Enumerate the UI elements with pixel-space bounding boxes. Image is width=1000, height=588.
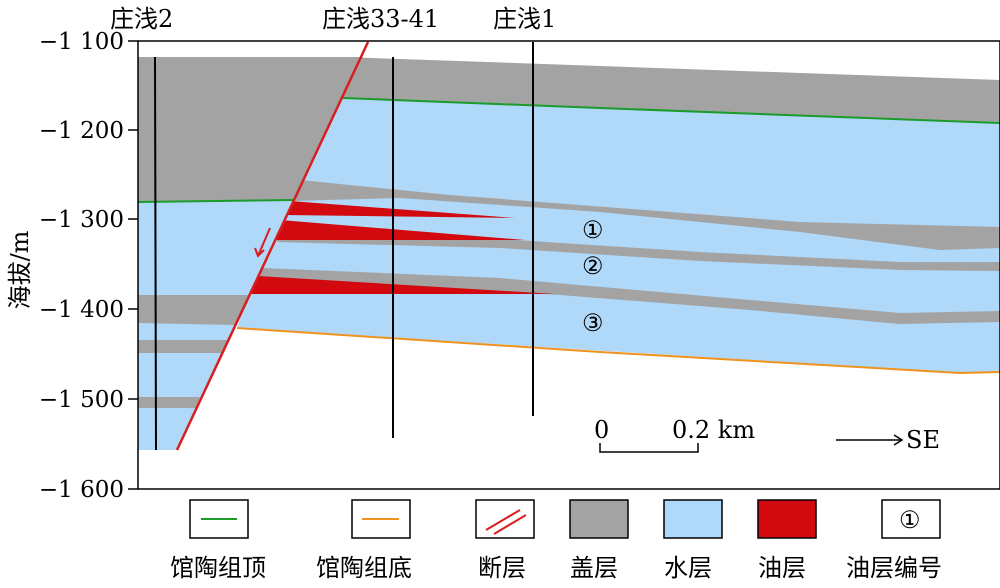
y-tick-label: −1 300: [39, 207, 124, 233]
legend: 馆陶组顶 馆陶组底 断层 盖层 水层 油层 ① 油层编号: [170, 499, 942, 582]
legend-label-oil: 油层: [758, 554, 806, 582]
legend-swatch-water: [663, 499, 723, 539]
y-tick-label: −1 500: [39, 387, 124, 413]
legend-swatch-guantao-top: [189, 499, 249, 539]
y-tick-label: −1 200: [39, 118, 124, 144]
hangingwall-cap-3: [138, 397, 200, 408]
oil-wedge-3: [250, 276, 555, 294]
oil-wedge-1: [285, 201, 515, 218]
well-line-zq2: [154, 56, 157, 451]
legend-label-cap: 盖层: [570, 554, 618, 582]
hangingwall-water: [138, 200, 293, 450]
layer-number-3: ③: [582, 309, 604, 337]
scale-bar-start: 0: [594, 416, 609, 444]
footwall-cap-3: [257, 268, 1000, 324]
fault-line: [175, 41, 370, 451]
section-body: [138, 41, 1000, 451]
y-tick-label: −1 400: [39, 297, 124, 323]
well-label-zq33-41: 庄浅33-41: [322, 5, 439, 33]
legend-label-layer-number: 油层编号: [846, 554, 942, 582]
legend-symbol-layer-number: ①: [899, 506, 921, 534]
y-axis: −1 100 −1 200 −1 300 −1 400 −1 500 −1 60…: [6, 29, 138, 503]
hangingwall-upper-cap: [138, 57, 363, 202]
well-label-zq1: 庄浅1: [493, 5, 556, 33]
footwall-upper-cap: [343, 57, 1000, 123]
guantao-bottom-line: [236, 327, 1000, 375]
plot-frame: [137, 40, 1000, 490]
hangingwall-cap-1: [138, 295, 248, 325]
direction-label: SE: [906, 426, 940, 454]
legend-swatch-oil: [757, 499, 817, 539]
oil-wedge-2: [276, 220, 525, 240]
hangingwall-cap-2: [138, 340, 228, 353]
y-tick-label: −1 600: [39, 477, 124, 503]
legend-label-fault: 断层: [478, 554, 526, 582]
layer-number-2: ②: [582, 252, 604, 280]
guantao-top-line-footwall: [342, 97, 1000, 124]
scale-bar: 0 0.2 km: [594, 416, 755, 453]
legend-label-guantao-top: 馆陶组顶: [170, 554, 266, 582]
legend-label-guantao-bottom: 馆陶组底: [316, 554, 412, 582]
footwall-cap-1: [291, 180, 1000, 250]
footwall-water: [237, 98, 1000, 373]
legend-swatch-cap: [569, 499, 629, 539]
layer-number-1: ①: [582, 216, 604, 244]
y-tick-label: −1 100: [39, 29, 124, 55]
guantao-top-line-hangingwall: [138, 199, 294, 203]
direction-indicator: SE: [836, 426, 940, 454]
well-label-zq2: 庄浅2: [110, 5, 173, 33]
legend-swatch-layer-number: [881, 499, 941, 539]
footwall-cap-2: [277, 235, 1000, 271]
legend-label-water: 水层: [664, 554, 712, 582]
fault-arrow-head: [254, 247, 265, 258]
scale-bar-end: 0.2 km: [672, 416, 755, 444]
y-axis-title: 海拔/m: [6, 230, 34, 309]
fault-arrow: [257, 227, 271, 257]
